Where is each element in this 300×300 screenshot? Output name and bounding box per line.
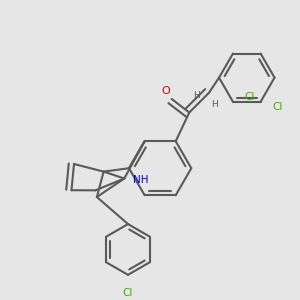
Text: Cl: Cl: [272, 102, 283, 112]
Text: Cl: Cl: [123, 288, 133, 298]
Text: Cl: Cl: [245, 92, 255, 102]
Text: O: O: [161, 85, 170, 96]
Text: H: H: [193, 91, 200, 100]
Text: H: H: [212, 100, 218, 109]
Text: NH: NH: [133, 175, 148, 185]
